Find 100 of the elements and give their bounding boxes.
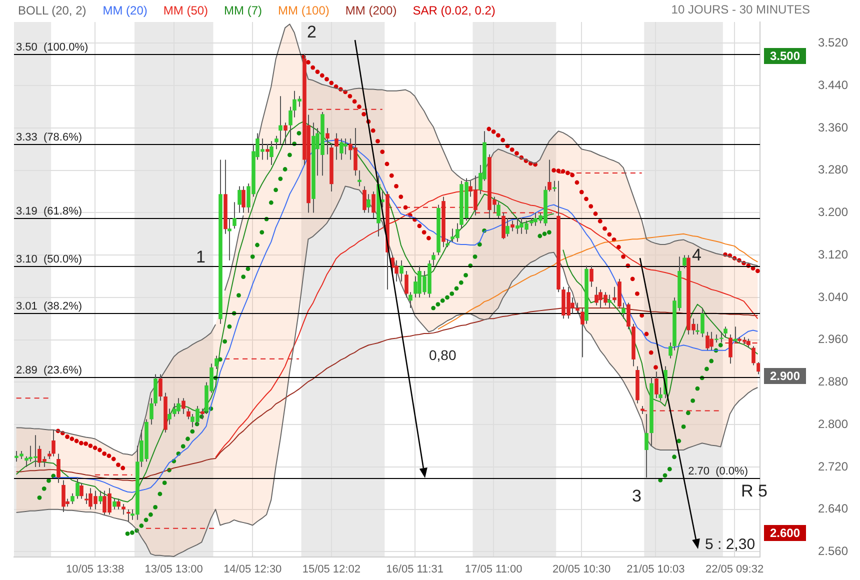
candlestick bbox=[126, 508, 130, 522]
candlestick bbox=[400, 260, 404, 282]
x-tick-label: 22/05 09:32 bbox=[705, 564, 764, 576]
annotation: 2 bbox=[307, 22, 316, 42]
text: MM (50) bbox=[163, 3, 208, 18]
ref-line-label: 3.33 (78.6%) bbox=[16, 132, 82, 144]
candlestick bbox=[510, 220, 514, 232]
candlestick bbox=[756, 362, 760, 375]
y-tick-label: 3.440 bbox=[818, 78, 848, 92]
y-tick-label: 3.200 bbox=[818, 205, 848, 220]
candlestick bbox=[682, 254, 686, 269]
candlestick bbox=[362, 186, 366, 214]
candlestick bbox=[590, 265, 594, 288]
text: SAR (0.02, 0.2) bbox=[412, 3, 496, 18]
candlestick bbox=[334, 132, 338, 160]
candlestick bbox=[344, 138, 348, 155]
ref-line-label: 3.01 (38.2%) bbox=[16, 300, 82, 313]
candlestick bbox=[506, 217, 510, 238]
annotation: 5 : 2,30 bbox=[705, 536, 756, 554]
y-tick-label: 2.640 bbox=[818, 502, 848, 516]
candlestick bbox=[358, 170, 362, 187]
text: BOLL (20, 2) bbox=[18, 3, 86, 18]
candlestick bbox=[576, 302, 580, 314]
ref-line-label: 3.50 (100.0%) bbox=[16, 42, 88, 54]
text: 3.500 bbox=[770, 48, 800, 63]
candlestick bbox=[62, 480, 66, 512]
candlestick bbox=[116, 498, 120, 510]
candlestick bbox=[70, 492, 74, 505]
annotation: R 5 bbox=[741, 482, 768, 501]
candlestick bbox=[516, 217, 520, 234]
x-tick-label: 21/05 10:03 bbox=[626, 564, 685, 576]
candlestick bbox=[242, 186, 246, 214]
candlestick bbox=[746, 338, 750, 348]
x-tick-label: 15/05 12:02 bbox=[302, 564, 360, 576]
y-tick-label: 2.880 bbox=[818, 374, 848, 389]
candlestick bbox=[654, 371, 658, 399]
candlestick bbox=[214, 355, 218, 370]
chart-subtitle: 10 JOURS - 30 MINUTES bbox=[671, 2, 810, 16]
candlestick bbox=[372, 191, 376, 218]
annotation: 3 bbox=[632, 486, 642, 506]
y-tick-label: 3.120 bbox=[818, 247, 848, 262]
candlestick bbox=[502, 212, 506, 240]
candlestick bbox=[644, 413, 648, 478]
text: 2.900 bbox=[770, 368, 800, 383]
candlestick bbox=[84, 492, 88, 505]
candlestick bbox=[594, 286, 598, 306]
candlestick bbox=[734, 326, 738, 343]
candlestick bbox=[168, 408, 172, 426]
candlestick bbox=[720, 331, 724, 343]
y-tick-label: 3.520 bbox=[818, 36, 848, 50]
candlestick bbox=[112, 498, 116, 510]
candlestick bbox=[284, 122, 288, 144]
x-tick-label: 17/05 11:00 bbox=[464, 564, 522, 576]
candlestick bbox=[98, 490, 102, 505]
candlestick bbox=[52, 429, 56, 457]
x-tick-label: 14/05 12:30 bbox=[224, 564, 282, 576]
candlestick bbox=[80, 482, 84, 500]
x-tick-label: 10/05 13:38 bbox=[66, 564, 124, 576]
text: MM (20) bbox=[102, 3, 148, 18]
candlestick bbox=[340, 138, 344, 160]
candlestick bbox=[706, 331, 710, 351]
candlestick bbox=[366, 194, 370, 214]
text: MM (100) bbox=[278, 3, 330, 18]
y-tick-label: 2.720 bbox=[818, 459, 848, 474]
candlestick bbox=[270, 140, 274, 166]
y-tick-label: 3.280 bbox=[818, 162, 848, 177]
y-tick-label: 2.960 bbox=[818, 332, 848, 346]
y-tick-label: 2.560 bbox=[818, 544, 848, 558]
x-tick-label: 16/05 11:31 bbox=[386, 564, 444, 576]
text: 2.600 bbox=[770, 526, 800, 540]
y-tick-label: 2.800 bbox=[818, 416, 848, 431]
candlestick bbox=[56, 453, 60, 484]
candlestick bbox=[622, 302, 626, 320]
candlestick bbox=[710, 331, 714, 351]
ref-line-label: 2.89 (23.6%) bbox=[16, 364, 82, 377]
y-tick-label: 3.360 bbox=[818, 120, 848, 134]
candlestick bbox=[76, 477, 80, 500]
text: MM (200) bbox=[345, 3, 397, 18]
y-tick-label: 3.040 bbox=[818, 290, 848, 304]
candlestick bbox=[266, 143, 270, 160]
candlestick bbox=[608, 294, 612, 309]
candlestick bbox=[626, 302, 630, 330]
ref-line-label: 3.19 (61.8%) bbox=[16, 206, 82, 218]
candlestick bbox=[278, 96, 282, 144]
text: MM (7) bbox=[224, 3, 262, 18]
candlestick bbox=[182, 398, 186, 414]
candlestick bbox=[122, 504, 126, 516]
ref-line-label: 3.10 (50.0%) bbox=[16, 254, 82, 266]
candlestick bbox=[238, 186, 242, 214]
candlestick bbox=[176, 398, 180, 414]
annotation: 1 bbox=[196, 248, 206, 267]
candlestick bbox=[158, 374, 162, 402]
candlestick bbox=[232, 202, 236, 230]
x-tick-label: 20/05 10:30 bbox=[552, 564, 611, 576]
annotation: 4 bbox=[692, 246, 702, 265]
ref-line-label: 2.70 (0.0%) bbox=[688, 466, 748, 478]
annotation: 0,80 bbox=[429, 346, 456, 363]
x-tick-label: 13/05 13:00 bbox=[144, 564, 203, 576]
candlestick bbox=[728, 334, 732, 364]
candlestick bbox=[752, 346, 756, 366]
